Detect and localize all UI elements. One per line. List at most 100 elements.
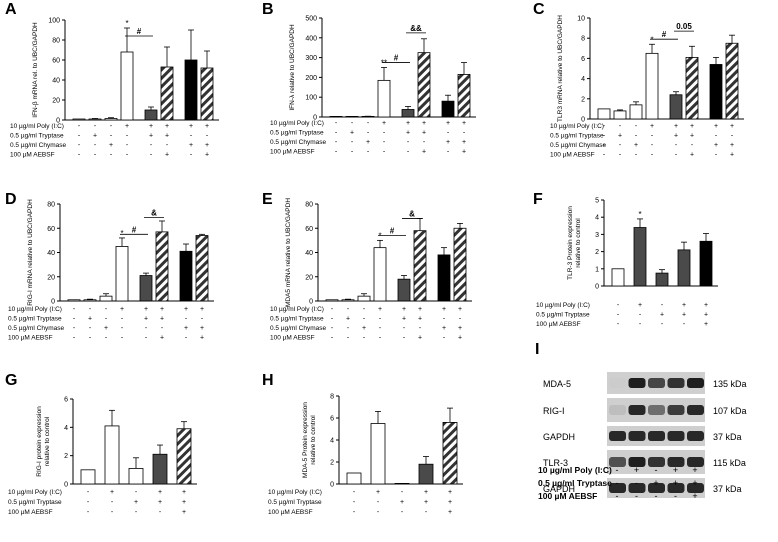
treatment-mark: + xyxy=(158,499,162,506)
treatment-mark: - xyxy=(661,321,664,328)
treatment-mark: - xyxy=(443,316,446,323)
blot-band xyxy=(687,457,704,467)
treatment-row-label: 10 µg/ml Poly (I:C) xyxy=(8,306,62,313)
bar xyxy=(176,428,192,485)
treatment-mark: + xyxy=(462,120,466,127)
y-axis-label: TLR3 mRNA relative to UBC/GAPDH xyxy=(557,15,564,122)
treatment-mark: + xyxy=(362,325,366,332)
treatment-mark: - xyxy=(639,321,642,328)
y-tick-label: 0 xyxy=(51,299,55,306)
treatment-mark: + xyxy=(446,139,450,146)
treatment-mark: - xyxy=(661,302,664,309)
treatment-mark: - xyxy=(351,139,354,146)
bar xyxy=(341,299,355,302)
y-tick-label: 8 xyxy=(330,394,334,401)
blot-band xyxy=(648,457,665,467)
treatment-mark: + xyxy=(682,312,686,319)
treatment-row-label: 10 µg/ml Poly (I:C) xyxy=(268,489,322,496)
treatment-mark: - xyxy=(89,335,92,342)
treatment-mark: + xyxy=(638,302,642,309)
treatment-mark: + xyxy=(189,123,193,130)
treatment-row-label: 0.5 µg/ml Chymase xyxy=(10,142,67,149)
treatment-mark: - xyxy=(683,321,686,328)
y-axis-label: RIG-I protein expressionrelative to cont… xyxy=(36,406,51,477)
treatment-mark: + xyxy=(104,325,108,332)
bar xyxy=(152,453,168,485)
treatment-mark: + xyxy=(692,465,697,475)
y-tick-label: 400 xyxy=(305,35,317,42)
treatment-mark: + xyxy=(182,499,186,506)
treatment-mark: - xyxy=(145,335,148,342)
treatment-mark: + xyxy=(730,142,734,149)
treatment-mark: + xyxy=(458,306,462,313)
treatment-mark: + xyxy=(182,509,186,516)
treatment-mark: + xyxy=(682,302,686,309)
treatment-mark: + xyxy=(400,499,404,506)
treatment-mark: - xyxy=(603,123,606,130)
y-tick-label: 4 xyxy=(595,215,599,222)
y-tick-label: 0 xyxy=(64,482,68,489)
treatment-mark: + xyxy=(346,316,350,323)
bar xyxy=(115,246,129,302)
treatment-mark: - xyxy=(407,139,410,146)
treatment-mark: - xyxy=(89,325,92,332)
treatment-mark: - xyxy=(367,149,370,156)
chart-panel-g: G 0 2 4 6 RIG-I protein expressionrelative to… xyxy=(5,372,197,516)
treatment-mark: - xyxy=(675,152,678,159)
treatment-row-label: 0.5 µg/ml Tryptase xyxy=(8,499,62,506)
treatment-mark: + xyxy=(446,120,450,127)
bar xyxy=(99,295,113,302)
treatment-mark: - xyxy=(190,152,193,159)
treatment-mark: - xyxy=(94,142,97,149)
blot-band xyxy=(648,405,665,415)
treatment-mark: - xyxy=(347,325,350,332)
treatment-row-label: 0.5 µg/ml Chymase xyxy=(270,325,327,332)
treatment-mark: - xyxy=(105,335,108,342)
treatment-mark: + xyxy=(200,335,204,342)
bar xyxy=(725,42,739,120)
chart-panel-c: C 0 2 4 6 8 10 TLR3 mRNA relative to UBC/GAPDH *… xyxy=(533,1,744,159)
y-tick-label: 500 xyxy=(305,16,317,23)
treatment-mark: - xyxy=(166,142,169,149)
y-tick-label: 1 xyxy=(595,266,599,273)
treatment-mark: + xyxy=(200,325,204,332)
treatment-row-label: 10 µg/ml Poly (I:C) xyxy=(270,306,324,313)
treatment-mark: + xyxy=(165,133,169,140)
bar xyxy=(629,104,643,120)
treatment-mark: - xyxy=(425,509,428,516)
treatment-mark: - xyxy=(715,133,718,140)
treatment-mark: - xyxy=(331,335,334,342)
bracket-label: # xyxy=(137,27,142,36)
treatment-mark: + xyxy=(160,335,164,342)
treatment-mark: - xyxy=(617,312,620,319)
y-tick-label: 6 xyxy=(330,416,334,423)
treatment-mark: - xyxy=(87,509,90,516)
treatment-row-label: 100 µM AEBSF xyxy=(536,321,581,328)
treatment-row-label: 100 µM AEBSF xyxy=(268,509,313,516)
bar xyxy=(442,421,458,485)
treatment-mark: - xyxy=(616,491,619,501)
treatment-mark: - xyxy=(78,152,81,159)
y-tick-label: 6 xyxy=(64,397,68,404)
bracket-label: & xyxy=(409,210,415,219)
treatment-mark: + xyxy=(704,302,708,309)
treatment-mark: + xyxy=(673,478,678,488)
treatment-mark: + xyxy=(165,123,169,130)
treatment-mark: - xyxy=(443,335,446,342)
blot-band xyxy=(609,483,626,493)
treatment-mark: + xyxy=(424,489,428,496)
y-tick-label: 20 xyxy=(305,274,313,281)
treatment-mark: - xyxy=(335,149,338,156)
treatment-mark: - xyxy=(185,316,188,323)
treatment-mark: + xyxy=(422,130,426,137)
treatment-mark: - xyxy=(185,335,188,342)
bracket-label: # xyxy=(662,30,667,39)
treatment-mark: + xyxy=(189,142,193,149)
treatment-mark: - xyxy=(379,335,382,342)
treatment-row-label: 100 µM AEBSF xyxy=(8,509,53,516)
treatment-mark: - xyxy=(353,489,356,496)
treatment-mark: + xyxy=(422,149,426,156)
treatment-mark: - xyxy=(78,133,81,140)
treatment-mark: - xyxy=(377,499,380,506)
treatment-mark: - xyxy=(150,142,153,149)
